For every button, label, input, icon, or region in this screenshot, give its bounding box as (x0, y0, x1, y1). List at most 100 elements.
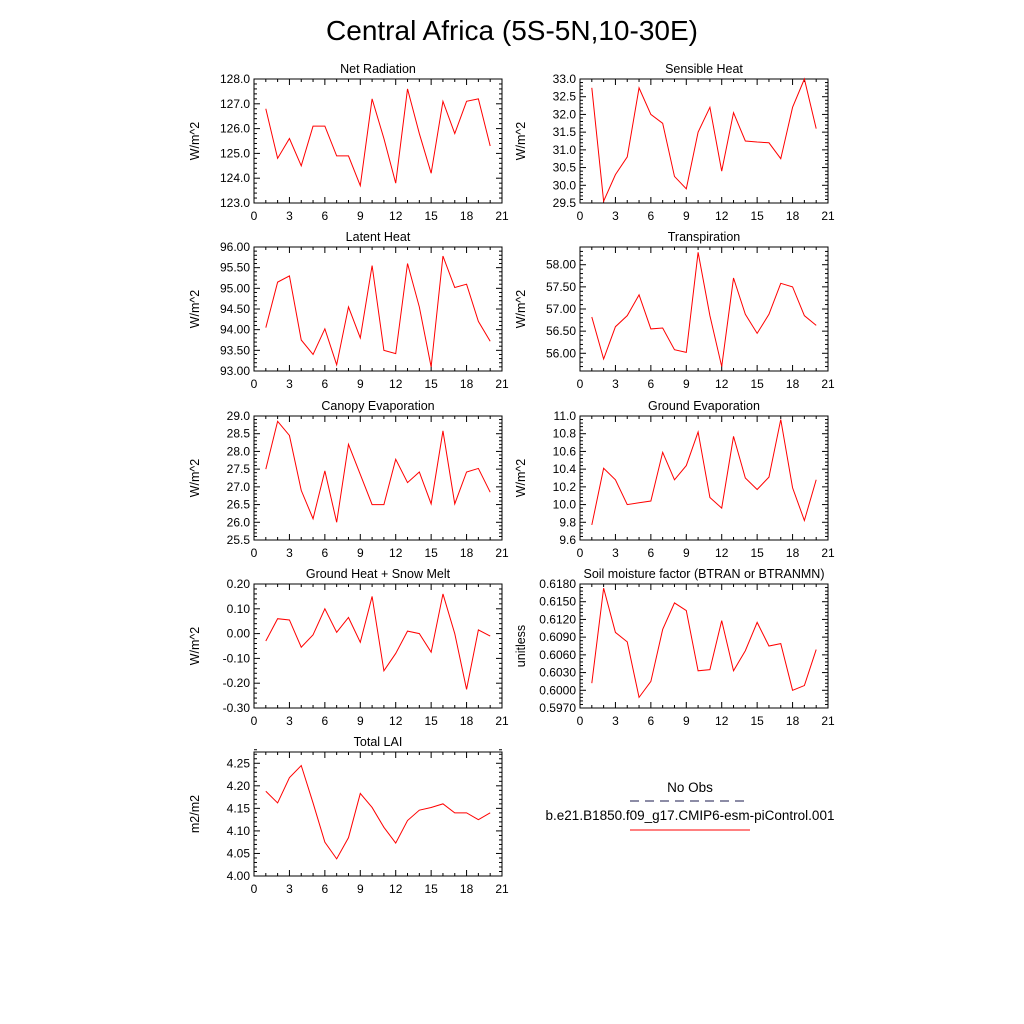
legend: No Obs b.e21.B1850.f09_g17.CMIP6-esm-piC… (546, 780, 834, 831)
x-tick-label: 0 (251, 546, 258, 560)
y-tick-label: 4.15 (227, 801, 251, 815)
panel-title: Total LAI (354, 735, 403, 749)
y-tick-label: 10.6 (553, 444, 577, 458)
series-line (265, 88, 491, 188)
y-tick-label: 4.20 (227, 779, 251, 793)
panel-title: Canopy Evaporation (321, 399, 434, 413)
y-tick-label: 57.00 (546, 302, 576, 316)
x-tick-label: 12 (715, 714, 729, 728)
y-tick-label: 94.50 (220, 302, 250, 316)
y-tick-label: 28.0 (227, 444, 251, 458)
y-tick-label: 30.5 (553, 161, 577, 175)
y-tick-label: 29.0 (227, 409, 251, 423)
x-tick-label: 21 (821, 546, 835, 560)
y-tick-label: 33.0 (553, 72, 577, 86)
x-tick-label: 0 (251, 714, 258, 728)
plot-frame (253, 751, 503, 877)
x-tick-label: 18 (460, 714, 474, 728)
y-tick-label: 25.5 (227, 533, 251, 547)
y-tick-label: 0.6150 (539, 595, 576, 609)
x-tick-label: 0 (577, 377, 584, 391)
y-tick-label: 0.6000 (539, 683, 576, 697)
y-tick-label: 9.8 (559, 515, 576, 529)
series-line (265, 593, 491, 690)
panel-title: Sensible Heat (665, 62, 743, 76)
y-tick-label: 10.8 (553, 427, 577, 441)
y-axis-label: W/m^2 (188, 459, 202, 498)
x-tick-label: 3 (286, 546, 293, 560)
y-tick-label: 10.2 (553, 480, 577, 494)
x-tick-label: 9 (683, 209, 690, 223)
x-tick-label: 18 (460, 377, 474, 391)
x-tick-label: 6 (322, 377, 329, 391)
x-tick-label: 18 (786, 377, 800, 391)
x-tick-label: 12 (389, 377, 403, 391)
x-tick-label: 21 (495, 882, 509, 896)
y-tick-label: 94.00 (220, 323, 250, 337)
x-tick-label: 9 (357, 546, 364, 560)
x-tick-label: 18 (786, 546, 800, 560)
y-tick-label: 0.10 (227, 602, 251, 616)
x-tick-label: 18 (786, 714, 800, 728)
chart-panel: Canopy Evaporation 0 3 6 9 12 15 18 21 25.5 26.0 26… (188, 399, 509, 560)
y-tick-label: 0.6120 (539, 612, 576, 626)
y-axis-label: W/m^2 (514, 122, 528, 161)
y-axis-label: m2/m2 (188, 795, 202, 833)
y-tick-label: 0.6180 (539, 577, 576, 591)
x-tick-label: 12 (715, 546, 729, 560)
series-line (265, 764, 491, 860)
x-tick-label: 18 (786, 209, 800, 223)
x-tick-label: 0 (251, 377, 258, 391)
x-tick-label: 15 (424, 882, 438, 896)
series-line (591, 419, 817, 526)
y-tick-label: 57.50 (546, 280, 576, 294)
y-tick-label: 127.0 (220, 97, 250, 111)
x-tick-label: 15 (424, 209, 438, 223)
x-tick-label: 12 (715, 377, 729, 391)
y-tick-label: 30.0 (553, 178, 577, 192)
chart-panel: Latent Heat 0 3 6 9 12 15 18 21 93.00 93.50 94.00 94… (188, 230, 509, 391)
x-tick-label: 15 (424, 546, 438, 560)
x-tick-label: 3 (286, 882, 293, 896)
x-tick-label: 12 (715, 209, 729, 223)
series-line (591, 588, 817, 699)
y-tick-label: 31.5 (553, 125, 577, 139)
x-tick-label: 9 (683, 714, 690, 728)
y-tick-label: -0.10 (223, 651, 251, 665)
x-tick-label: 3 (612, 714, 619, 728)
x-tick-label: 15 (750, 714, 764, 728)
y-tick-label: 32.5 (553, 90, 577, 104)
y-tick-label: 26.5 (227, 498, 251, 512)
x-tick-label: 6 (322, 714, 329, 728)
x-tick-label: 0 (251, 209, 258, 223)
x-tick-label: 9 (357, 377, 364, 391)
x-tick-label: 0 (251, 882, 258, 896)
y-tick-label: 0.00 (227, 627, 251, 641)
plot-frame (253, 583, 503, 709)
x-tick-label: 15 (424, 714, 438, 728)
y-axis-label: unitless (514, 625, 528, 667)
series-line (591, 77, 817, 204)
x-tick-label: 6 (322, 882, 329, 896)
y-tick-label: 58.00 (546, 258, 576, 272)
y-tick-label: 10.0 (553, 498, 577, 512)
x-tick-label: 15 (750, 209, 764, 223)
chart-panel: Net Radiation 0 3 6 9 12 15 18 21 123.0 124.0 125.0… (188, 62, 509, 223)
x-tick-label: 9 (683, 377, 690, 391)
y-tick-label: 93.50 (220, 343, 250, 357)
x-tick-label: 0 (577, 714, 584, 728)
y-tick-label: 128.0 (220, 72, 250, 86)
x-tick-label: 21 (821, 377, 835, 391)
y-tick-label: 4.10 (227, 824, 251, 838)
x-tick-label: 3 (612, 377, 619, 391)
y-axis-label: W/m^2 (188, 627, 202, 666)
y-tick-label: 124.0 (220, 171, 250, 185)
x-tick-label: 3 (286, 209, 293, 223)
x-tick-label: 6 (322, 546, 329, 560)
x-tick-label: 21 (495, 377, 509, 391)
plot-frame (253, 415, 503, 541)
panel-title: Ground Heat + Snow Melt (306, 567, 451, 581)
chart-panel: Soil moisture factor (BTRAN or BTRANMN) 0… (514, 567, 835, 728)
x-tick-label: 9 (357, 882, 364, 896)
